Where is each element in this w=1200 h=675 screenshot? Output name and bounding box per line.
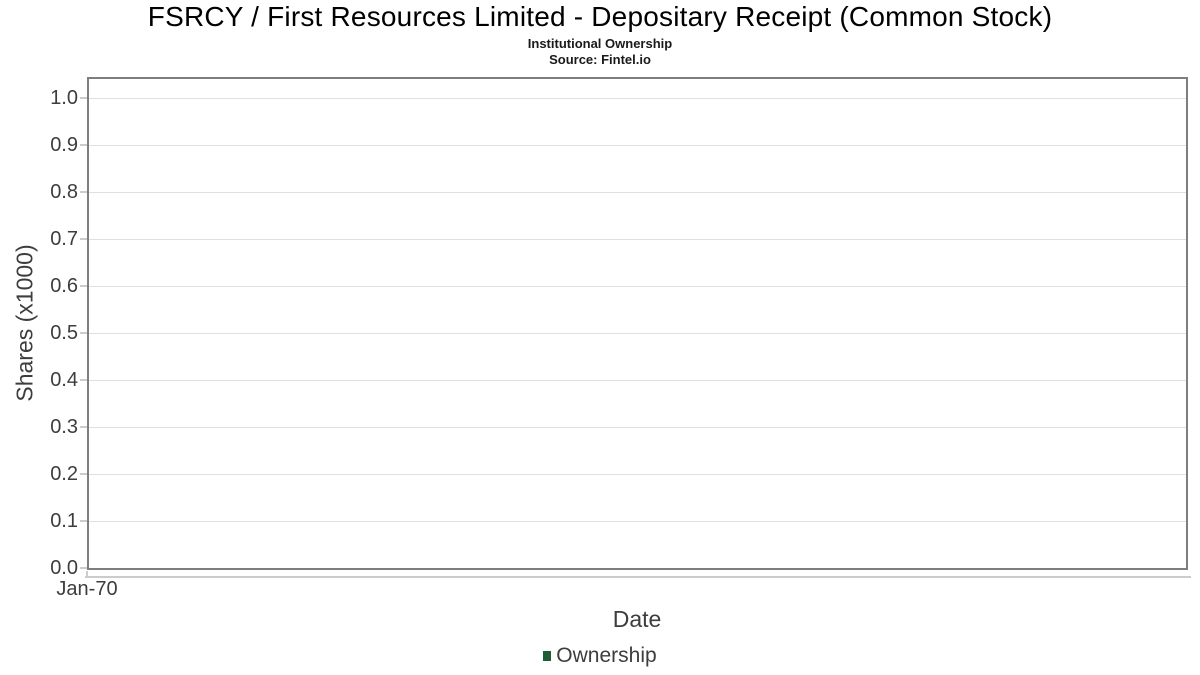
y-tick-label: 1.0	[50, 87, 78, 109]
plot-area	[87, 77, 1188, 570]
y-gridline	[89, 380, 1186, 381]
chart-source-credit: Source: Fintel.io	[549, 52, 651, 67]
y-tick-mark	[80, 379, 87, 381]
y-gridline	[89, 474, 1186, 475]
y-tick-mark	[80, 97, 87, 99]
y-gridline	[89, 192, 1186, 193]
y-tick-mark	[80, 520, 87, 522]
legend: Ownership	[0, 644, 1200, 668]
y-tick-label: 0.8	[50, 181, 78, 203]
y-tick-label: 0.3	[50, 416, 78, 438]
y-gridline	[89, 427, 1186, 428]
y-tick-label: 0.9	[50, 134, 78, 156]
x-tick-label: Jan-70	[56, 578, 118, 600]
y-tick-label: 0.0	[50, 557, 78, 579]
y-tick-label: 0.6	[50, 275, 78, 297]
y-tick-label: 0.2	[50, 463, 78, 485]
x-axis-line	[85, 576, 1191, 578]
legend-series-marker-icon	[543, 651, 552, 661]
legend-series-label: Ownership	[556, 644, 657, 667]
y-gridline	[89, 239, 1186, 240]
y-tick-mark	[80, 567, 87, 569]
y-tick-label: 0.1	[50, 510, 78, 532]
y-gridline	[89, 145, 1186, 146]
y-gridline	[89, 286, 1186, 287]
y-gridline	[89, 333, 1186, 334]
chart-subtitle: Institutional Ownership	[527, 36, 673, 51]
y-tick-mark	[80, 473, 87, 475]
y-tick-label: 0.5	[50, 322, 78, 344]
y-tick-mark	[80, 332, 87, 334]
chart-title: FSRCY / First Resources Limited - Deposi…	[147, 1, 1053, 32]
y-gridline	[89, 98, 1186, 99]
x-tick-mark	[86, 571, 88, 578]
legend-item-ownership[interactable]: Ownership	[543, 644, 657, 668]
y-tick-mark	[80, 426, 87, 428]
y-tick-mark	[80, 285, 87, 287]
x-axis-title: Date	[612, 606, 662, 632]
y-tick-mark	[80, 191, 87, 193]
y-tick-mark	[80, 238, 87, 240]
y-tick-label: 0.4	[50, 369, 78, 391]
y-tick-label: 0.7	[50, 228, 78, 250]
y-gridline	[89, 521, 1186, 522]
y-tick-mark	[80, 144, 87, 146]
